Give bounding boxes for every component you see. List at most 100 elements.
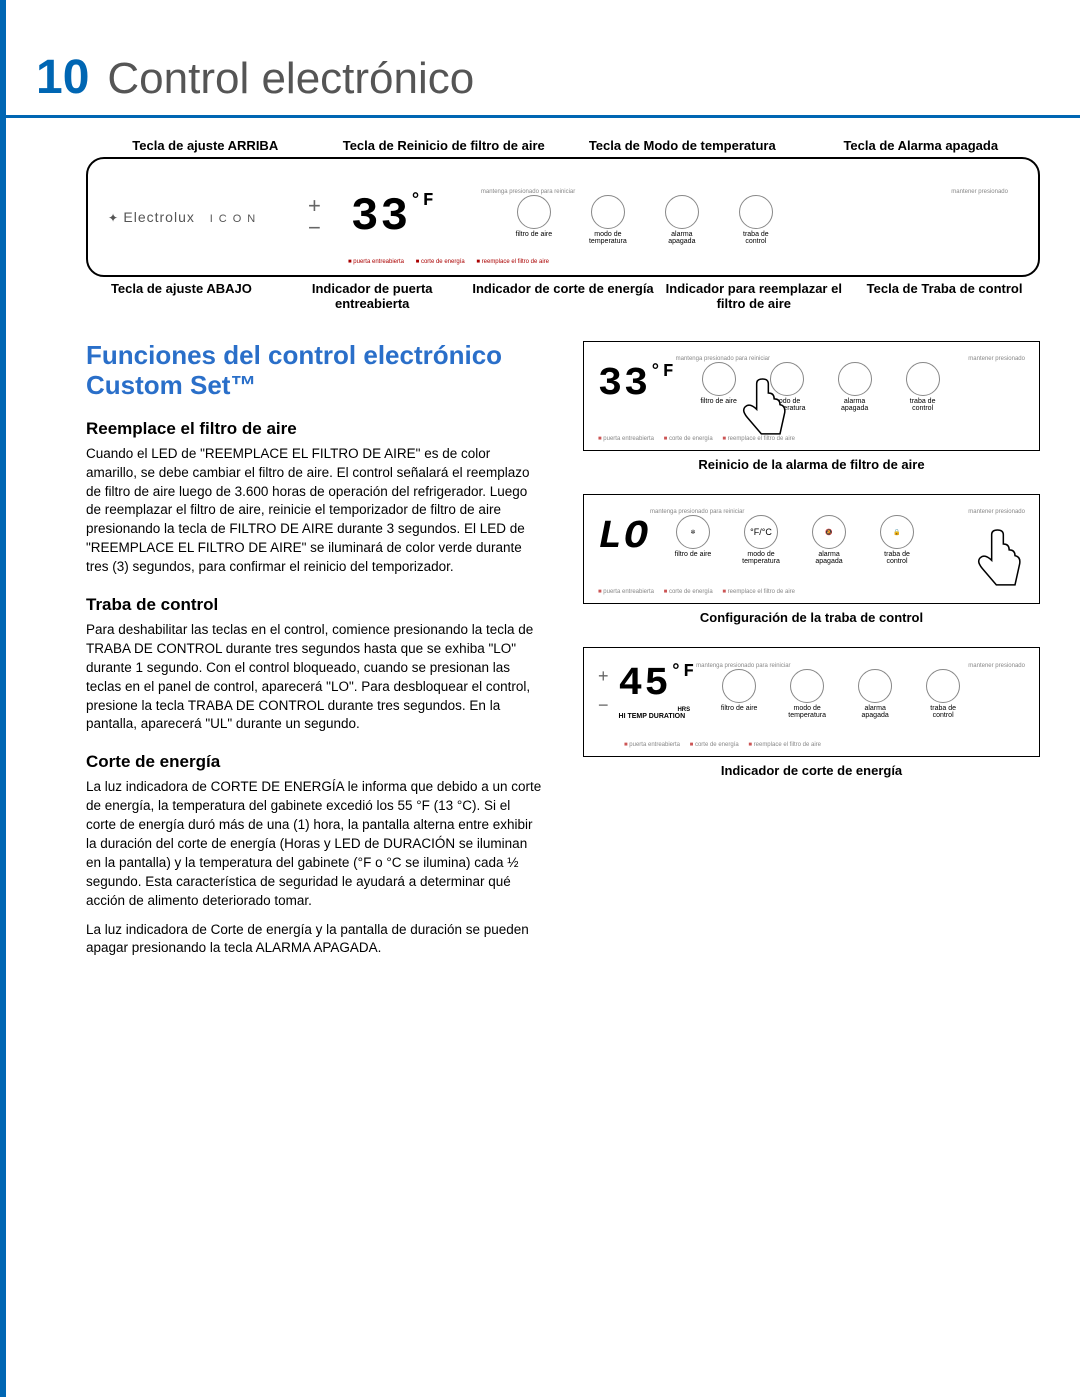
fig1-lbl-2: alarma apagada (832, 398, 878, 412)
fig3-display: 45°F (619, 662, 697, 707)
fig3-btn-alarm[interactable] (858, 669, 892, 703)
label-power-cut-ind: Indicador de corte de energía (468, 281, 659, 311)
temp-unit: °F (410, 191, 436, 211)
left-column: Funciones del control electrónico Custom… (86, 341, 543, 968)
fig1-btn-lock[interactable] (906, 362, 940, 396)
body-control-lock: Para deshabilitar las teclas en el contr… (86, 621, 543, 734)
plus-key[interactable]: + (308, 195, 321, 217)
body-power-cut: La luz indicadora de CORTE DE ENERGÍA le… (86, 778, 543, 910)
control-lock-button[interactable] (739, 195, 773, 229)
brand-icon: ICON (210, 213, 262, 225)
fig3-value: 45 (619, 662, 671, 707)
fig2-indicators: puerta entreabierta corte de energía ree… (598, 589, 803, 595)
label-down-key: Tecla de ajuste ABAJO (86, 281, 277, 311)
fig3-btn-lock[interactable] (926, 669, 960, 703)
temp-mode-label: modo de temperatura (585, 231, 631, 245)
sub-control-lock: Traba de control (86, 595, 543, 615)
air-filter-label: filtro de aire (511, 231, 557, 238)
fan-icon: ✲ (691, 529, 696, 536)
fig3-plus[interactable]: + (598, 662, 609, 691)
fig1-lbl-3: traba de control (900, 398, 946, 412)
page-content: Tecla de ajuste ARRIBA Tecla de Reinicio… (6, 138, 1080, 968)
fig2-btn-temp[interactable]: °F/°C (744, 515, 778, 549)
brand-electrolux: Electrolux (108, 209, 195, 225)
fig2-btn-filter[interactable]: ✲ (676, 515, 710, 549)
label-up-key: Tecla de ajuste ARRIBA (86, 138, 325, 153)
temp-value: 33 (351, 191, 410, 243)
fig3-hint-right: mantener presionado (968, 663, 1025, 669)
fig2-lbl-1: modo de temperatura (738, 551, 784, 565)
diagram-bottom-labels: Tecla de ajuste ABAJO Indicador de puert… (86, 281, 1040, 311)
fig3-indicators: puerta entreabierta corte de energía ree… (624, 742, 829, 748)
figure-control-lock: LO mantenga presionado para reiniciar ma… (583, 494, 1040, 604)
fig2-lbl-0: filtro de aire (670, 551, 716, 558)
fig3-btn-filter[interactable] (722, 669, 756, 703)
control-button-row: filtro de aire modo de temperatura alarm… (511, 195, 1018, 245)
fig2-value: LO (598, 515, 650, 560)
fig2-ind-0: puerta entreabierta (598, 589, 654, 595)
lock-icon: 🔒 (893, 529, 900, 536)
fig1-ind-1: corte de energía (664, 436, 713, 442)
alarm-off-button[interactable] (665, 195, 699, 229)
temperature-display: 33°F (351, 191, 471, 243)
thermometer-icon: °F/°C (750, 527, 772, 537)
sub-replace-filter: Reemplace el filtro de aire (86, 419, 543, 439)
sub-power-cut: Corte de energía (86, 752, 543, 772)
fig1-caption: Reinicio de la alarma de filtro de aire (583, 457, 1040, 472)
temp-mode-button[interactable] (591, 195, 625, 229)
fig1-display: 33°F (598, 362, 676, 407)
bell-off-icon: 🔕 (825, 529, 832, 536)
fig1-btn-alarm[interactable] (838, 362, 872, 396)
fig3-lbl-1: modo de temperatura (784, 705, 830, 719)
section-heading: Funciones del control electrónico Custom… (86, 341, 543, 401)
fig1-hand-icon (724, 372, 794, 442)
fig1-unit: °F (650, 362, 676, 382)
control-lock-label: traba de control (733, 231, 779, 245)
door-ajar-indicator: puerta entreabierta (348, 259, 404, 265)
right-column: 33°F mantenga presionado para reiniciar … (583, 341, 1040, 968)
fig2-display: LO (598, 515, 650, 560)
figure-power-cut: + − 45°F HRS HI TEMP DURATION mantenga p… (583, 647, 1040, 757)
page-title: Control electrónico (107, 54, 474, 104)
fig3-unit: °F (671, 662, 697, 682)
fig3-minus[interactable]: − (598, 691, 609, 720)
fig3-status: HI TEMP DURATION (619, 713, 697, 720)
minus-key[interactable]: − (308, 217, 321, 239)
fig2-lbl-2: alarma apagada (806, 551, 852, 565)
label-control-lock-key: Tecla de Traba de control (849, 281, 1040, 311)
brand-logo: Electrolux ICON (108, 209, 288, 225)
power-cut-indicator: corte de energía (416, 259, 465, 265)
fig3-caption: Indicador de corte de energía (583, 763, 1040, 778)
fig3-ind-1: corte de energía (690, 742, 739, 748)
fig1-hint-right: mantener presionado (968, 356, 1025, 362)
fig2-btn-lock[interactable]: 🔒 (880, 515, 914, 549)
main-control-diagram: Tecla de ajuste ARRIBA Tecla de Reinicio… (86, 138, 1040, 311)
body-power-cut-2: La luz indicadora de Corte de energía y … (86, 921, 543, 959)
fig3-btn-temp[interactable] (790, 669, 824, 703)
plus-minus-keys: + − (308, 195, 321, 239)
label-replace-filter-ind: Indicador para reemplazar el filtro de a… (658, 281, 849, 311)
label-filter-reset-key: Tecla de Reinicio de filtro de aire (325, 138, 564, 153)
page-header: 10 Control electrónico (6, 0, 1080, 118)
fig3-ind-2: reemplace el filtro de aire (748, 742, 821, 748)
fig3-lbl-0: filtro de aire (716, 705, 762, 712)
label-door-ajar-ind: Indicador de puerta entreabierta (277, 281, 468, 311)
label-alarm-off-key: Tecla de Alarma apagada (802, 138, 1041, 153)
fig2-hint-right: mantener presionado (968, 509, 1025, 515)
figure-filter-reset: 33°F mantenga presionado para reiniciar … (583, 341, 1040, 451)
fig3-lbl-2: alarma apagada (852, 705, 898, 719)
air-filter-button[interactable] (517, 195, 551, 229)
alarm-off-label: alarma apagada (659, 231, 705, 245)
fig2-caption: Configuración de la traba de control (583, 610, 1040, 625)
hint-hold: mantener presionado (951, 189, 1008, 195)
fig3-lbl-3: traba de control (920, 705, 966, 719)
diagram-top-labels: Tecla de ajuste ARRIBA Tecla de Reinicio… (86, 138, 1040, 153)
fig3-plusminus: + − (598, 662, 609, 720)
fig1-value: 33 (598, 362, 650, 407)
fig3-ind-0: puerta entreabierta (624, 742, 680, 748)
fig2-btn-alarm[interactable]: 🔕 (812, 515, 846, 549)
body-replace-filter: Cuando el LED de "REEMPLACE EL FILTRO DE… (86, 445, 543, 577)
fig2-lbl-3: traba de control (874, 551, 920, 565)
fig2-ind-1: corte de energía (664, 589, 713, 595)
fig2-ind-2: reemplace el filtro de aire (722, 589, 795, 595)
